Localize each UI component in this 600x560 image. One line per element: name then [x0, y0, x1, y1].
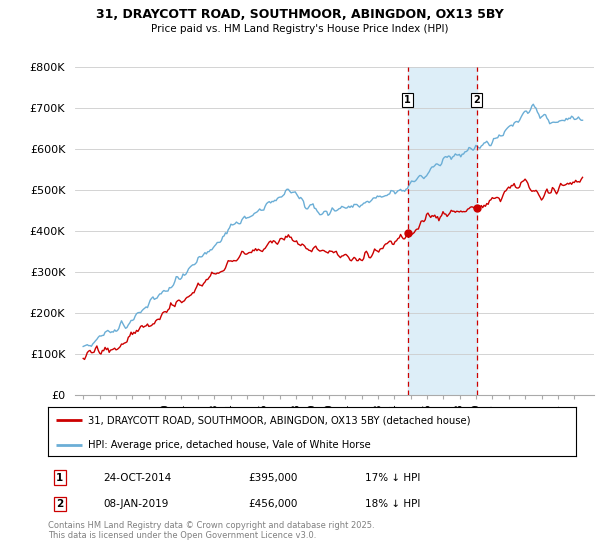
Text: 17% ↓ HPI: 17% ↓ HPI	[365, 473, 420, 483]
Text: 1: 1	[404, 95, 411, 105]
Text: HPI: Average price, detached house, Vale of White Horse: HPI: Average price, detached house, Vale…	[88, 440, 370, 450]
Text: Contains HM Land Registry data © Crown copyright and database right 2025.
This d: Contains HM Land Registry data © Crown c…	[48, 521, 374, 540]
Text: 2: 2	[473, 95, 480, 105]
Text: 1: 1	[56, 473, 63, 483]
Bar	[407, 67, 476, 395]
Text: 31, DRAYCOTT ROAD, SOUTHMOOR, ABINGDON, OX13 5BY: 31, DRAYCOTT ROAD, SOUTHMOOR, ABINGDON, …	[96, 8, 504, 21]
Text: Price paid vs. HM Land Registry's House Price Index (HPI): Price paid vs. HM Land Registry's House …	[151, 24, 449, 34]
Text: 2: 2	[56, 499, 63, 509]
Text: £456,000: £456,000	[248, 499, 298, 509]
Text: £395,000: £395,000	[248, 473, 298, 483]
Text: 08-JAN-2019: 08-JAN-2019	[103, 499, 169, 509]
Text: 18% ↓ HPI: 18% ↓ HPI	[365, 499, 420, 509]
Text: 24-OCT-2014: 24-OCT-2014	[103, 473, 172, 483]
Text: 31, DRAYCOTT ROAD, SOUTHMOOR, ABINGDON, OX13 5BY (detached house): 31, DRAYCOTT ROAD, SOUTHMOOR, ABINGDON, …	[88, 416, 470, 426]
